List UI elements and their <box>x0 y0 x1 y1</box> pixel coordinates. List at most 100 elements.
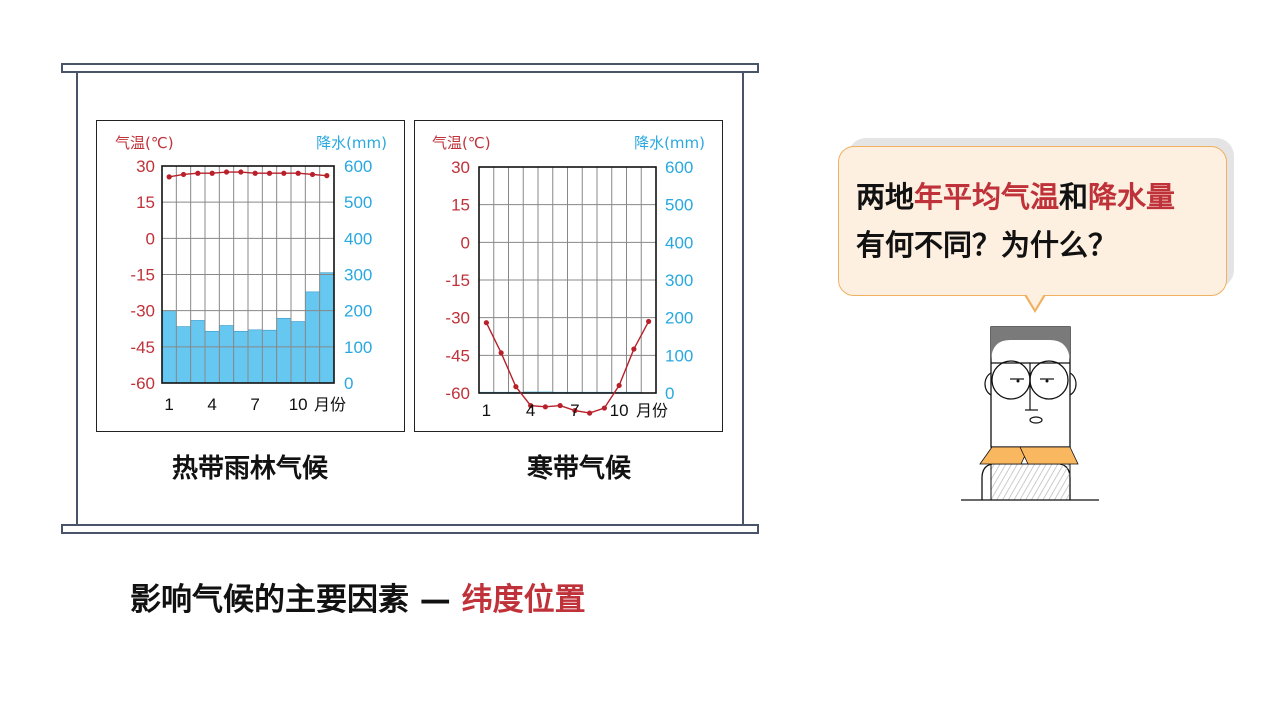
precipitation-tick-label: 600 <box>344 157 372 176</box>
precipitation-tick-label: 500 <box>665 196 693 215</box>
precipitation-bar <box>233 330 249 384</box>
temperature-point <box>601 405 607 411</box>
frame-right-post <box>742 72 744 524</box>
temperature-point <box>572 407 578 414</box>
temperature-tick-label: 30 <box>451 158 470 177</box>
cartoon-person-icon <box>961 326 1099 501</box>
highlight-text: 年平均气温 <box>914 180 1060 214</box>
month-tick-label: 10 <box>289 395 308 414</box>
precipitation-tick-label: 300 <box>344 266 372 285</box>
frame-left-post <box>76 72 78 524</box>
precipitation-tick-label: 600 <box>665 158 693 177</box>
precipitation-tick-label: 200 <box>665 309 693 328</box>
title-prefix: 影响气候的主要因素 — <box>130 582 462 618</box>
temperature-tick-label: -30 <box>130 302 155 321</box>
temperature-point <box>180 171 187 178</box>
temperature-tick-label: -60 <box>445 384 470 403</box>
temperature-point <box>195 170 201 176</box>
temperature-point <box>542 404 548 410</box>
temperature-tick-label: 0 <box>461 233 470 252</box>
month-tick-label: 4 <box>207 395 216 414</box>
precipitation-bar <box>276 317 292 384</box>
temperature-tick-label: 15 <box>136 193 155 212</box>
speech-bubble: 两地年平均气温和降水量 有何不同？为什么？ <box>838 146 1227 296</box>
temperature-tick-label: 15 <box>451 196 470 215</box>
temperature-point <box>223 169 230 175</box>
precipitation-axis-title: 降水(mm) <box>316 134 387 152</box>
temperature-point <box>646 318 652 325</box>
precipitation-bar <box>262 329 277 384</box>
rainforest-label: 热带雨林气候 <box>171 454 328 484</box>
precipitation-tick-label: 300 <box>665 271 693 290</box>
polar-climate-chart: 30 15 0 -15 -30 -45 -60 600 500 400 300 200 100 0 气温(℃… <box>414 120 723 432</box>
month-tick-label: 1 <box>482 401 491 420</box>
rainforest-climate-chart: 30 15 0 -15 -30 -45 -60 600 500 400 300 200 100 0 气温(℃… <box>96 120 405 432</box>
precipitation-tick-label: 100 <box>344 338 372 357</box>
month-tick-label: 1 <box>164 395 173 414</box>
temperature-tick-label: -45 <box>445 346 470 365</box>
precipitation-bar <box>247 329 263 384</box>
plot-frame <box>161 165 335 384</box>
temperature-point <box>616 382 622 389</box>
temperature-point <box>631 346 637 352</box>
precipitation-bar <box>219 325 234 384</box>
temperature-point <box>587 410 593 416</box>
temperature-point <box>266 170 273 176</box>
x-axis-title: 月份 <box>636 401 668 420</box>
bottom-title: 影响气候的主要因素 — 纬度位置 <box>130 574 586 619</box>
scroll-top-bar <box>61 63 759 73</box>
temperature-point <box>166 174 172 180</box>
scroll-bottom-bar <box>61 524 759 534</box>
precipitation-tick-label: 200 <box>344 302 372 321</box>
precipitation-bar <box>204 330 220 384</box>
x-axis-title: 月份 <box>314 395 346 414</box>
precipitation-bar <box>305 291 320 384</box>
bubble-tail-fill <box>1026 294 1044 309</box>
precipitation-tick-label: 0 <box>344 374 353 393</box>
plot-frame <box>478 166 657 394</box>
temperature-tick-label: -45 <box>130 338 155 357</box>
temperature-tick-label: -15 <box>445 271 470 290</box>
precipitation-bar <box>190 320 206 384</box>
temperature-tick-label: 30 <box>136 157 155 176</box>
temperature-point <box>528 402 534 409</box>
precipitation-axis-title: 降水(mm) <box>634 134 705 152</box>
title-highlight: 纬度位置 <box>461 582 586 618</box>
month-tick-label: 10 <box>610 401 629 420</box>
temperature-point <box>483 320 489 326</box>
temperature-point <box>281 170 287 176</box>
precipitation-tick-label: 500 <box>344 193 372 212</box>
question-text: 和 <box>1059 180 1089 214</box>
precipitation-bar <box>290 321 306 384</box>
temperature-point <box>557 402 563 409</box>
temperature-tick-label: -15 <box>130 266 155 285</box>
temperature-point <box>252 170 258 176</box>
month-tick-label: 7 <box>250 395 259 414</box>
temperature-line <box>485 321 650 414</box>
temperature-tick-label: -60 <box>130 374 155 393</box>
temperature-axis-title: 气温(℃) <box>432 134 491 152</box>
precipitation-tick-label: 100 <box>665 346 693 365</box>
question-text: 两地 <box>856 180 915 214</box>
temperature-point <box>324 173 330 179</box>
precipitation-tick-label: 0 <box>665 384 674 403</box>
highlight-text: 降水量 <box>1088 180 1176 214</box>
month-tick-label: 7 <box>570 401 579 420</box>
question-line-1: 两地年平均气温和降水量 <box>856 173 1226 221</box>
precipitation-bar <box>319 272 335 384</box>
temperature-tick-label: -30 <box>445 309 470 328</box>
question-line-2: 有何不同？为什么？ <box>856 228 1118 262</box>
temperature-axis-title: 气温(℃) <box>115 134 174 152</box>
month-tick-label: 4 <box>526 401 535 420</box>
temperature-point <box>309 171 316 178</box>
precipitation-bar <box>176 326 191 384</box>
temperature-point <box>209 170 215 176</box>
precipitation-tick-label: 400 <box>665 233 693 252</box>
precipitation-tick-label: 400 <box>344 229 372 248</box>
temperature-point <box>498 350 504 356</box>
temperature-point <box>238 169 244 175</box>
polar-label: 寒带气候 <box>526 454 631 484</box>
temperature-tick-label: 0 <box>146 229 155 248</box>
temperature-point <box>295 170 301 176</box>
temperature-point <box>513 384 519 390</box>
